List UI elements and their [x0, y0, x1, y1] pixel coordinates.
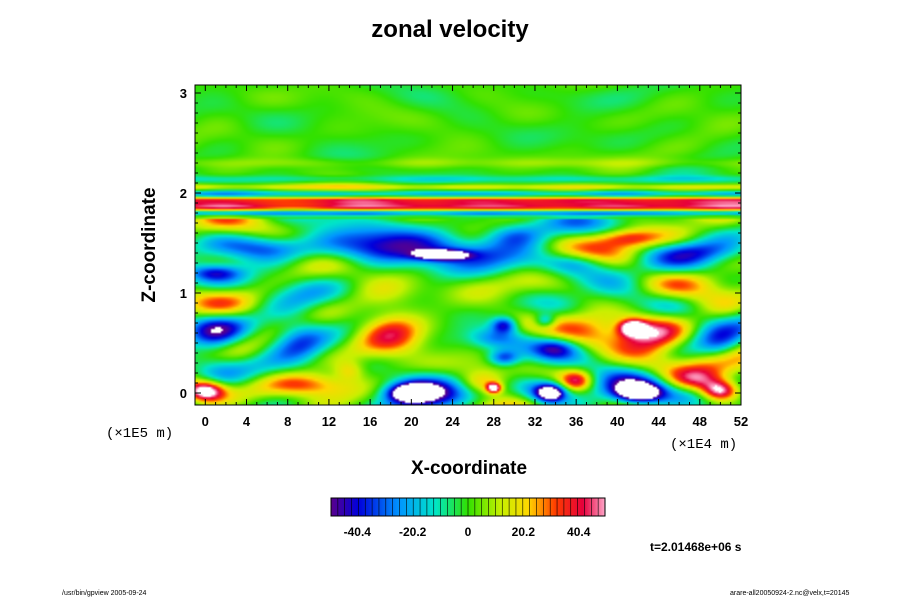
- plot-frame: [194, 84, 742, 406]
- x-tick-label: 36: [569, 414, 583, 429]
- z-unit-label: (×1E5 m): [106, 426, 174, 442]
- x-tick-label: 52: [734, 414, 748, 429]
- x-tick-label: 32: [528, 414, 542, 429]
- x-tick-label: 8: [284, 414, 291, 429]
- y-axis-ticks: 0 1 2 3: [180, 86, 741, 401]
- x-axis-ticks: 0 4 8 12 16 20 24 28 32 36 40 44 48 52: [202, 85, 748, 429]
- x-tick-label: 16: [363, 414, 377, 429]
- y-tick-label: 0: [180, 386, 187, 401]
- time-label: t=2.01468e+06 s: [650, 540, 742, 554]
- x-tick-label: 24: [445, 414, 460, 429]
- footer-file: arare-all20050924-2.nc@velx,t=20145: [730, 590, 850, 597]
- x-tick-label: 48: [693, 414, 707, 429]
- y-tick-label: 3: [180, 86, 187, 101]
- colorbar-tick-label: 0: [465, 525, 472, 539]
- x-tick-label: 28: [487, 414, 501, 429]
- y-axis-label: Z-coordinate: [139, 187, 160, 303]
- footer-command: /usr/bin/gpview 2005-09-24: [62, 590, 147, 597]
- x-tick-label: 40: [610, 414, 624, 429]
- x-unit-label: (×1E4 m): [670, 437, 738, 453]
- x-tick-label: 44: [651, 414, 666, 429]
- velocity-heatmap: [195, 85, 741, 405]
- x-tick-label: 20: [404, 414, 418, 429]
- colorbar-tick-label: 40.4: [567, 525, 591, 539]
- x-tick-label: 4: [243, 414, 251, 429]
- colorbar-tick-label: -20.2: [399, 525, 427, 539]
- colorbar-tick-label: 20.2: [512, 525, 536, 539]
- colorbar-ticks: -40.4 -20.2 0 20.2 40.4: [337, 498, 599, 539]
- x-tick-label: 12: [322, 414, 336, 429]
- x-tick-label: 0: [202, 414, 209, 429]
- colorbar-tick-label: -40.4: [344, 525, 372, 539]
- y-tick-label: 1: [180, 286, 187, 301]
- x-axis-label: X-coordinate: [410, 458, 528, 479]
- y-tick-label: 2: [180, 186, 187, 201]
- chart-title: zonal velocity: [371, 16, 529, 43]
